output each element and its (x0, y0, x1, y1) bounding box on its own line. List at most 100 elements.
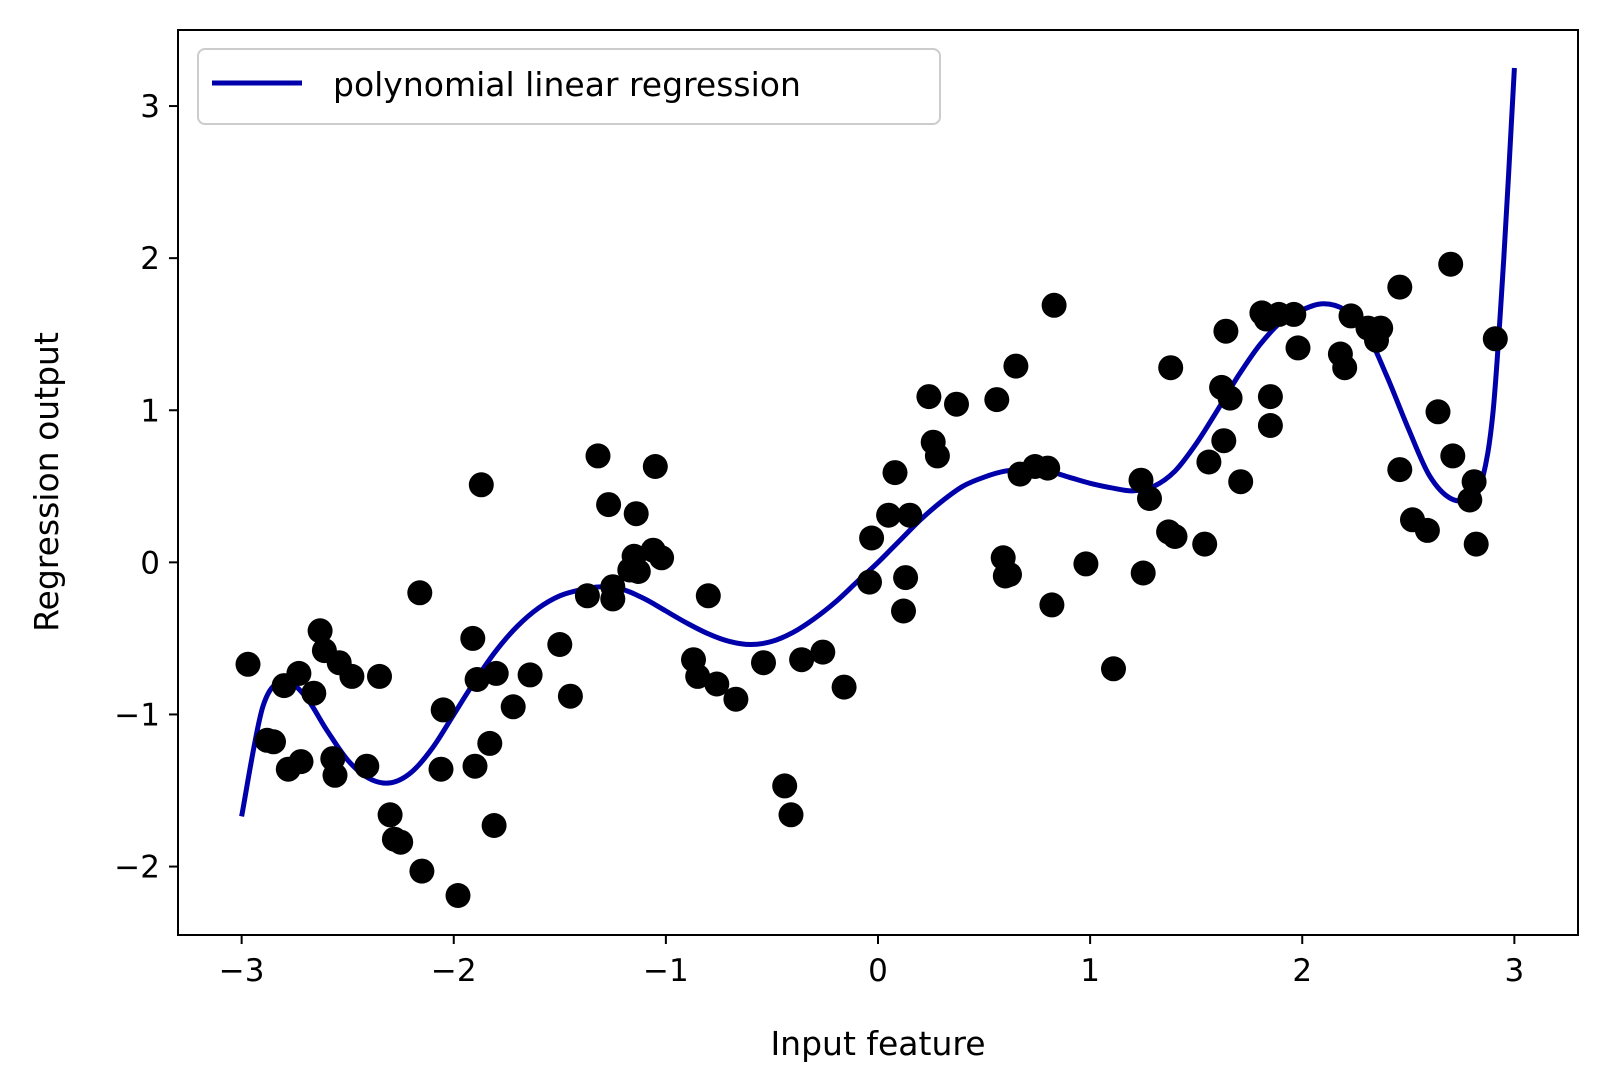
data-point (517, 662, 543, 688)
data-point (1211, 428, 1237, 454)
data-point (1463, 531, 1489, 557)
data-point (547, 632, 573, 657)
data-point (1425, 399, 1451, 425)
data-point (1414, 517, 1440, 543)
data-point (1438, 251, 1464, 277)
data-point (1073, 551, 1099, 577)
data-point (1482, 326, 1508, 352)
data-point (477, 730, 503, 756)
legend: polynomial linear regression (197, 48, 941, 125)
data-point (261, 729, 286, 755)
data-point (388, 829, 414, 855)
data-point (500, 694, 526, 720)
x-axis-label: Input feature (770, 1024, 985, 1063)
data-point (695, 583, 721, 609)
data-point (1039, 592, 1065, 618)
data-point (464, 667, 490, 692)
data-point (286, 660, 312, 686)
data-point (1257, 384, 1283, 410)
x-tick-label: −2 (431, 953, 477, 989)
data-point (897, 502, 923, 528)
legend-entry-label: polynomial linear regression (333, 65, 801, 104)
data-point (1158, 355, 1184, 381)
data-point (831, 674, 857, 700)
data-point (301, 680, 327, 706)
data-point (483, 660, 509, 686)
data-point (810, 639, 836, 665)
data-point (859, 525, 885, 551)
data-point (1217, 385, 1243, 411)
data-point (428, 756, 454, 782)
data-point (893, 565, 919, 591)
data-point (772, 773, 798, 799)
y-tick-label: 3 (140, 89, 160, 125)
data-point (1387, 274, 1413, 300)
data-point (1440, 443, 1466, 469)
data-point (924, 443, 950, 469)
data-point (407, 580, 433, 606)
data-point (1461, 469, 1487, 495)
data-point (1162, 524, 1188, 549)
axis-ticks: −3 −2 −1 0 1 2 3 −2 −1 0 1 2 3 (114, 89, 1524, 989)
data-point (596, 492, 622, 518)
data-point (468, 472, 494, 498)
data-point (1130, 560, 1156, 586)
data-point (751, 650, 776, 676)
data-point (585, 443, 611, 469)
data-point (723, 686, 749, 712)
data-point (1213, 318, 1239, 344)
data-point (1368, 315, 1394, 341)
data-point (574, 583, 600, 609)
data-point (339, 663, 365, 689)
data-point (430, 697, 456, 723)
data-point (600, 586, 626, 612)
data-point (891, 598, 916, 624)
data-point (1196, 449, 1222, 475)
data-point (1281, 301, 1307, 327)
data-point (623, 501, 649, 527)
data-point (649, 545, 675, 571)
data-point (642, 454, 668, 479)
plot-area (235, 67, 1517, 908)
x-tick-label: −3 (219, 953, 265, 989)
data-point (1228, 469, 1254, 495)
data-point (1137, 486, 1162, 511)
data-point (288, 749, 314, 775)
data-point (1003, 353, 1029, 379)
data-point (778, 802, 804, 828)
data-point (235, 651, 261, 677)
x-tick-label: 0 (868, 953, 888, 989)
y-tick-label: 0 (140, 545, 160, 581)
data-point (997, 562, 1022, 587)
data-point (789, 647, 815, 673)
data-point (704, 671, 730, 697)
y-tick-label: 2 (140, 241, 160, 277)
x-tick-label: 1 (1080, 953, 1100, 989)
x-tick-label: −1 (643, 953, 689, 989)
data-point (1035, 455, 1061, 481)
data-point (307, 618, 333, 644)
y-tick-label: −1 (114, 697, 160, 733)
data-point (625, 559, 651, 584)
data-point (460, 625, 486, 651)
data-point (857, 569, 882, 595)
data-point (882, 460, 908, 486)
data-point (1332, 355, 1358, 381)
data-point (1285, 335, 1311, 361)
y-tick-label: 1 (140, 393, 160, 429)
x-tick-label: 2 (1292, 953, 1312, 989)
data-point (916, 384, 942, 410)
data-point (354, 753, 380, 779)
data-point (685, 663, 711, 689)
data-point (322, 762, 348, 788)
data-point (1387, 457, 1413, 483)
data-point (1192, 531, 1218, 557)
data-point (944, 391, 969, 417)
data-point (1101, 656, 1126, 682)
data-point (481, 813, 507, 838)
data-point (445, 883, 471, 908)
data-point (557, 683, 583, 709)
data-point (1257, 413, 1283, 438)
